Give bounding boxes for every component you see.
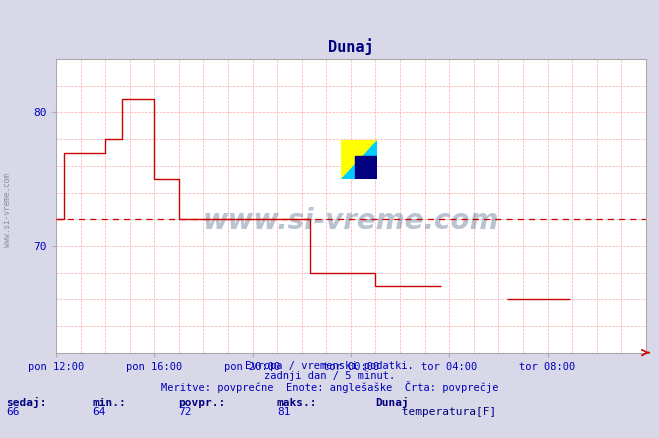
Text: www.si-vreme.com: www.si-vreme.com [203, 207, 499, 234]
Text: temperatura[F]: temperatura[F] [395, 407, 497, 417]
Text: 81: 81 [277, 407, 290, 417]
Text: maks.:: maks.: [277, 399, 317, 409]
Text: Evropa / vremenski podatki.: Evropa / vremenski podatki. [245, 361, 414, 371]
Polygon shape [341, 140, 377, 179]
Polygon shape [355, 156, 377, 179]
Text: zadnji dan / 5 minut.: zadnji dan / 5 minut. [264, 371, 395, 381]
Text: 66: 66 [7, 407, 20, 417]
Text: www.si-vreme.com: www.si-vreme.com [3, 173, 13, 247]
Text: sedaj:: sedaj: [7, 397, 47, 409]
Text: 64: 64 [92, 407, 105, 417]
Text: 72: 72 [178, 407, 191, 417]
Text: min.:: min.: [92, 399, 126, 409]
Text: povpr.:: povpr.: [178, 399, 225, 409]
Title: Dunaj: Dunaj [328, 39, 374, 55]
Text: Dunaj: Dunaj [376, 397, 409, 409]
Polygon shape [341, 140, 377, 179]
Text: Meritve: povprečne  Enote: anglešaške  Črta: povprečje: Meritve: povprečne Enote: anglešaške Črt… [161, 381, 498, 392]
